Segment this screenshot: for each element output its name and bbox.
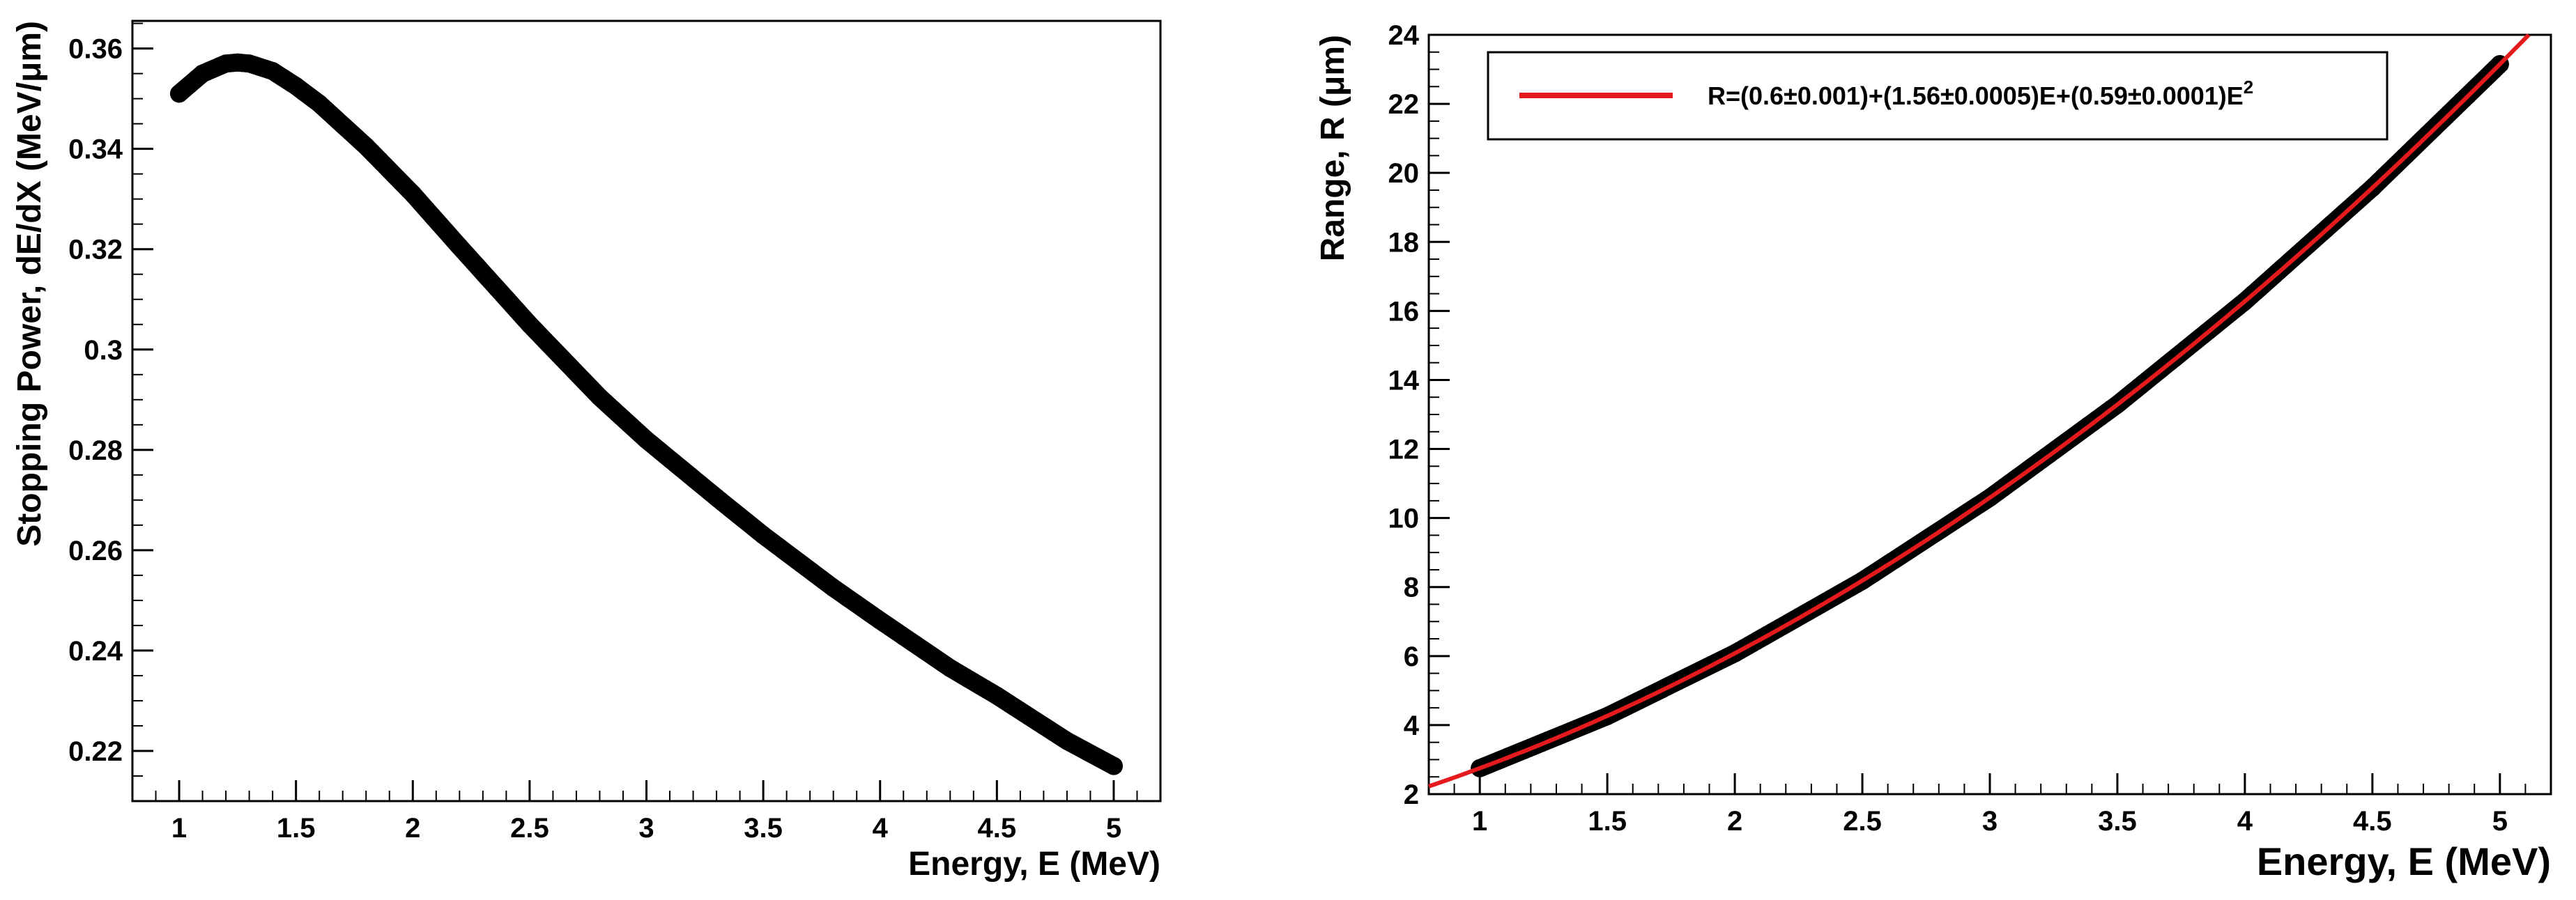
stopping-power-x-tick-label: 4.5: [978, 813, 1017, 844]
stopping-power-x-tick-label: 2.5: [510, 813, 549, 844]
range-y-tick-label: 10: [1388, 504, 1420, 534]
stopping-power-data-point: [1057, 731, 1076, 750]
stopping-power-y-tick-label: 0.22: [68, 736, 123, 767]
stopping-power-data-point: [520, 315, 539, 334]
range-legend: R=(0.6±0.001)+(1.56±0.0005)E+(0.59±0.000…: [1487, 51, 2389, 141]
stopping-power-data-point: [1105, 757, 1123, 775]
stopping-power-x-ticks: 1 1.5 2 2.5 3 3.5 4 4.5 5: [132, 780, 1161, 844]
stopping-power-y-tick-label: 0.32: [68, 235, 123, 265]
range-y-tick-label: 20: [1388, 158, 1420, 189]
range-y-tick-label: 14: [1388, 365, 1420, 396]
stopping-power-data-point: [754, 526, 773, 545]
range-y-tick-label: 24: [1388, 20, 1420, 51]
legend-fit-exponent: 2: [2244, 77, 2253, 98]
range-x-tick-label: 5: [2492, 806, 2508, 837]
stopping-power-data-point: [450, 238, 469, 256]
range-x-tick-label: 1: [1472, 806, 1487, 837]
stopping-power-x-axis-title: Energy, E (MeV): [908, 846, 1160, 883]
range-y-tick-label: 8: [1404, 573, 1419, 603]
range-y-tick-label: 6: [1404, 642, 1419, 672]
range-x-tick-label: 1.5: [1588, 806, 1627, 837]
stopping-power-x-tick-label: 4: [873, 813, 889, 844]
stopping-power-data-point: [941, 659, 960, 678]
range-x-tick-label: 3: [1982, 806, 1998, 837]
stopping-power-y-tick-label: 0.34: [68, 134, 123, 165]
stopping-power-data-point: [871, 611, 889, 630]
stopping-power-x-tick-label: 2: [405, 813, 420, 844]
range-y-tick-label: 12: [1388, 435, 1420, 465]
range-y-axis-title: Range, R (μm): [1314, 35, 1351, 261]
range-x-tick-label: 2: [1727, 806, 1742, 837]
stopping-power-data-point: [404, 185, 422, 203]
stopping-power-y-tick-label: 0.26: [68, 536, 123, 566]
stopping-power-x-tick-label: 3.5: [744, 813, 783, 844]
stopping-power-data-point: [170, 84, 188, 103]
range-y-tick-label: 18: [1388, 227, 1420, 258]
stopping-power-data-point: [824, 578, 843, 597]
range-x-tick-label: 4.5: [2353, 806, 2392, 837]
stopping-power-data-point: [193, 64, 212, 83]
stopping-power-y-tick-label: 0.28: [68, 435, 123, 466]
stopping-power-y-tick-label: 0.24: [68, 636, 123, 667]
stopping-power-x-tick-label: 5: [1106, 813, 1121, 844]
stopping-power-chart: 1 1.5 2 2.5 3 3.5 4 4.5 5 0.22 0.24 0.26 0.28 0.3 0.3…: [11, 20, 1162, 883]
stopping-power-data-point: [637, 430, 656, 449]
range-y-tick-label: 22: [1388, 89, 1420, 120]
range-y-tick-label: 4: [1404, 711, 1420, 741]
range-y-tick-label: 2: [1404, 779, 1419, 810]
range-fit-line: [1428, 33, 2531, 789]
range-x-axis-title: Energy, E (MeV): [2257, 839, 2551, 883]
range-x-ticks: 1 1.5 2 2.5 3 3.5 4 4.5 5: [1428, 773, 2552, 837]
stopping-power-y-tick-label: 0.36: [68, 34, 123, 65]
stopping-power-data-points: [170, 53, 1123, 775]
stopping-power-y-ticks: 0.22 0.24 0.26 0.28 0.3 0.32 0.34 0.36: [68, 22, 153, 802]
stopping-power-x-tick-label: 3: [638, 813, 654, 844]
stopping-power-data-point: [590, 388, 609, 407]
range-x-tick-label: 2.5: [1843, 806, 1882, 837]
legend-fit-formula: R=(0.6±0.001)+(1.56±0.0005)E+(0.59±0.000…: [1708, 82, 2244, 110]
stopping-power-data-point: [240, 54, 259, 73]
stopping-power-y-tick-label: 0.3: [84, 335, 123, 366]
stopping-power-data-point: [988, 686, 1006, 705]
stopping-power-data-point: [707, 488, 726, 507]
stopping-power-y-axis-title: Stopping Power, dE/dX (MeV/μm): [11, 21, 48, 547]
range-x-tick-label: 4: [2237, 806, 2253, 837]
stopping-power-data-point: [286, 77, 305, 95]
range-x-tick-label: 3.5: [2098, 806, 2137, 837]
range-y-tick-label: 16: [1388, 296, 1420, 327]
legend-fit-label: R=(0.6±0.001)+(1.56±0.0005)E+(0.59±0.000…: [1708, 77, 2253, 110]
stopping-power-data-point: [310, 94, 329, 113]
stopping-power-x-tick-label: 1.5: [277, 813, 316, 844]
stopping-power-data-point: [263, 62, 282, 80]
stopping-power-data-point: [357, 137, 376, 156]
stopping-power-x-tick-label: 1: [171, 813, 187, 844]
